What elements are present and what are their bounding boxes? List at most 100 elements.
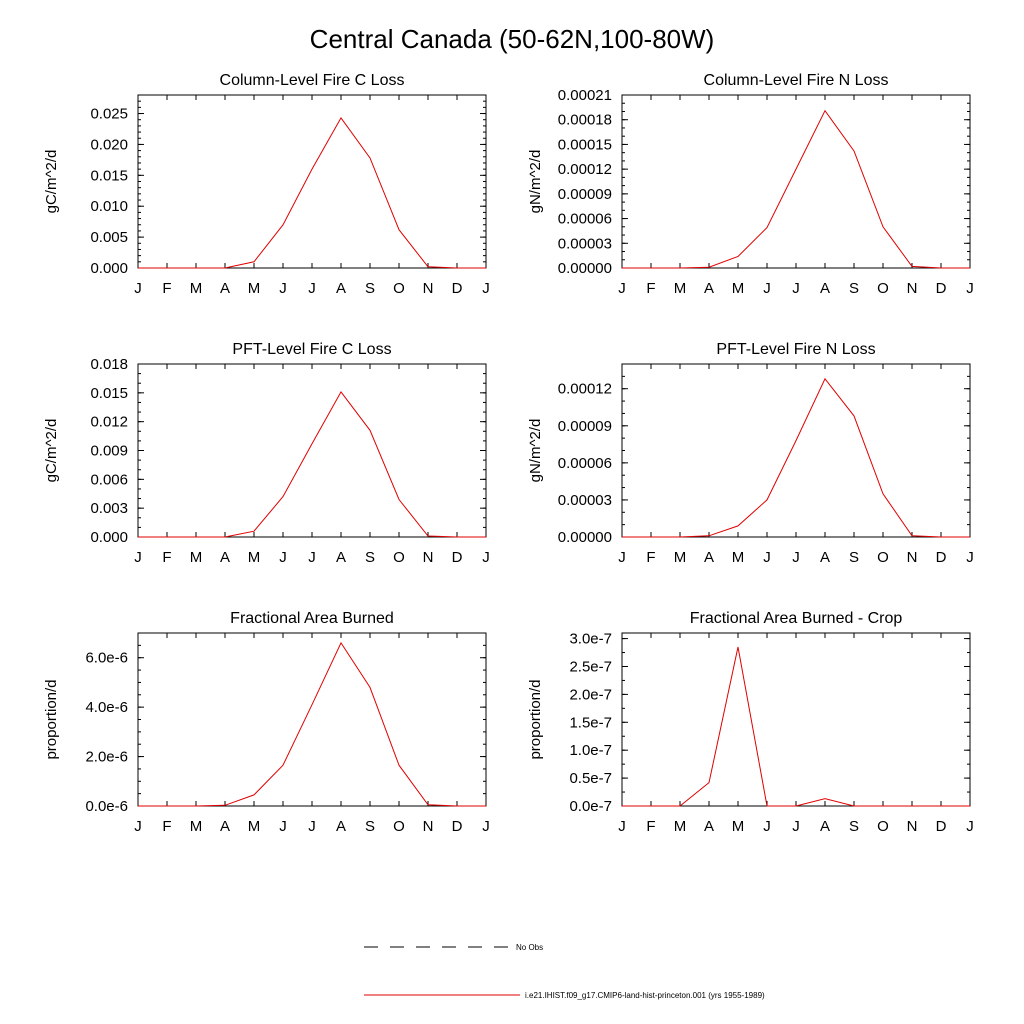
x-tick-label: J bbox=[763, 280, 771, 297]
x-tick-label: N bbox=[907, 549, 918, 566]
x-tick-label: A bbox=[704, 549, 714, 566]
x-tick-label: S bbox=[849, 818, 859, 835]
x-tick-label: A bbox=[336, 280, 346, 297]
x-tick-label: M bbox=[732, 280, 745, 297]
x-tick-label: O bbox=[877, 549, 889, 566]
x-tick-label: S bbox=[365, 280, 375, 297]
x-tick-label: J bbox=[308, 280, 316, 297]
x-tick-label: N bbox=[423, 280, 434, 297]
chart-panel-6: Fractional Area Burned - Crop proportion/… bbox=[527, 610, 974, 835]
x-tick-label: J bbox=[618, 818, 626, 835]
y-axis-label: gC/m^2/d bbox=[43, 419, 60, 483]
plot-frame bbox=[137, 632, 487, 807]
x-tick-label: J bbox=[792, 280, 800, 297]
x-tick-label: M bbox=[190, 549, 203, 566]
y-tick-label: 0.0e-7 bbox=[569, 798, 612, 815]
x-tick-label: F bbox=[162, 818, 171, 835]
y-axis-label: proportion/d bbox=[43, 679, 60, 759]
y-tick-label: 0.00012 bbox=[558, 161, 612, 178]
x-tick-label: S bbox=[365, 818, 375, 835]
x-tick-label: J bbox=[618, 549, 626, 566]
x-tick-label: J bbox=[966, 818, 974, 835]
y-tick-label: 0.00009 bbox=[558, 186, 612, 203]
x-tick-label: A bbox=[220, 549, 230, 566]
plot-frame bbox=[137, 94, 487, 269]
series-line bbox=[138, 641, 486, 807]
x-tick-label: A bbox=[820, 549, 830, 566]
x-tick-label: M bbox=[732, 818, 745, 835]
x-tick-label: O bbox=[877, 280, 889, 297]
x-tick-label: F bbox=[646, 280, 655, 297]
x-tick-label: J bbox=[792, 818, 800, 835]
y-tick-label: 0.000 bbox=[90, 260, 128, 277]
panel-title: PFT-Level Fire N Loss bbox=[716, 341, 875, 358]
x-tick-label: O bbox=[877, 818, 889, 835]
x-tick-label: J bbox=[482, 549, 490, 566]
y-tick-label: 0.018 bbox=[90, 356, 128, 373]
x-tick-label: J bbox=[279, 549, 287, 566]
x-tick-label: N bbox=[907, 280, 918, 297]
y-tick-label: 0.00000 bbox=[558, 529, 612, 546]
x-tick-label: S bbox=[365, 549, 375, 566]
y-axis-label: gN/m^2/d bbox=[527, 150, 544, 214]
y-tick-label: 0.010 bbox=[90, 198, 128, 215]
x-tick-label: J bbox=[134, 280, 142, 297]
x-tick-label: M bbox=[674, 818, 687, 835]
x-tick-label: A bbox=[336, 549, 346, 566]
x-tick-label: J bbox=[763, 549, 771, 566]
y-tick-label: 0.00006 bbox=[558, 455, 612, 472]
x-tick-label: D bbox=[452, 818, 463, 835]
x-tick-label: D bbox=[452, 549, 463, 566]
x-tick-label: J bbox=[763, 818, 771, 835]
plot-frame bbox=[137, 363, 487, 538]
y-tick-label: 6.0e-6 bbox=[85, 650, 128, 667]
y-tick-label: 0.012 bbox=[90, 414, 128, 431]
x-tick-label: M bbox=[674, 280, 687, 297]
x-tick-label: J bbox=[482, 280, 490, 297]
y-tick-label: 0.00015 bbox=[558, 136, 612, 153]
panel-title: PFT-Level Fire C Loss bbox=[232, 341, 391, 358]
x-tick-label: J bbox=[308, 549, 316, 566]
y-axis-label: gN/m^2/d bbox=[527, 419, 544, 483]
panel-title: Column-Level Fire C Loss bbox=[220, 72, 405, 89]
y-tick-label: 0.00003 bbox=[558, 492, 612, 509]
y-tick-label: 0.00003 bbox=[558, 235, 612, 252]
x-tick-label: M bbox=[190, 280, 203, 297]
x-tick-label: D bbox=[452, 280, 463, 297]
x-tick-label: O bbox=[393, 818, 405, 835]
x-tick-label: N bbox=[423, 549, 434, 566]
x-tick-label: D bbox=[936, 280, 947, 297]
x-tick-label: J bbox=[792, 549, 800, 566]
x-tick-label: F bbox=[646, 549, 655, 566]
y-tick-label: 2.0e-7 bbox=[569, 686, 612, 703]
x-tick-label: A bbox=[820, 280, 830, 297]
plot-frame bbox=[621, 94, 971, 269]
y-tick-label: 0.5e-7 bbox=[569, 770, 612, 787]
y-tick-label: 0.015 bbox=[90, 167, 128, 184]
x-tick-label: F bbox=[646, 818, 655, 835]
plot-frame bbox=[621, 363, 971, 538]
y-tick-label: 4.0e-6 bbox=[85, 699, 128, 716]
y-axis-label: gC/m^2/d bbox=[43, 150, 60, 214]
y-tick-label: 0.015 bbox=[90, 385, 128, 402]
y-tick-label: 0.00009 bbox=[558, 418, 612, 435]
x-tick-label: A bbox=[220, 280, 230, 297]
x-tick-label: J bbox=[308, 818, 316, 835]
y-tick-label: 0.000 bbox=[90, 529, 128, 546]
x-tick-label: N bbox=[907, 818, 918, 835]
y-tick-label: 0.00021 bbox=[558, 87, 612, 104]
x-tick-label: J bbox=[134, 549, 142, 566]
x-tick-label: M bbox=[190, 818, 203, 835]
legend-obs-label: No Obs bbox=[516, 943, 543, 952]
x-tick-label: O bbox=[393, 549, 405, 566]
y-axis-label: proportion/d bbox=[527, 679, 544, 759]
x-tick-label: J bbox=[134, 818, 142, 835]
x-tick-label: J bbox=[618, 280, 626, 297]
x-tick-label: A bbox=[220, 818, 230, 835]
